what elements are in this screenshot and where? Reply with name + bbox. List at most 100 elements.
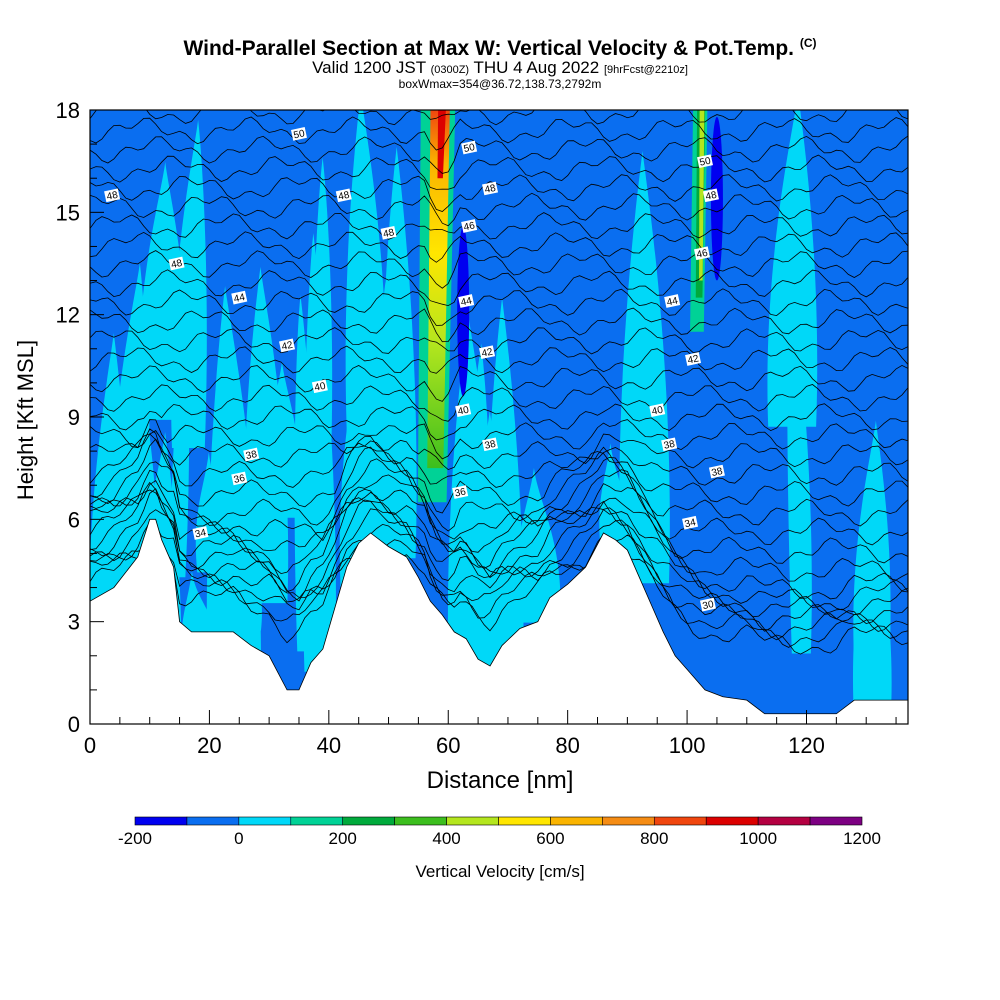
colorbar-swatch [342, 816, 395, 826]
contour-label-group: 48 [702, 188, 719, 203]
contour-label-group: 38 [482, 437, 499, 452]
contour-label-bg [702, 188, 719, 203]
isentrope-line [90, 110, 908, 126]
chart-title-text: Wind-Parallel Section at Max W: Vertical… [183, 37, 794, 60]
isentrope-line [90, 456, 908, 546]
y-tick-label: 9 [68, 405, 80, 430]
colorbar-swatch [550, 816, 603, 826]
updraft-peak [437, 110, 446, 179]
updraft-band [171, 119, 207, 449]
updraft-band [787, 267, 812, 654]
isentrope-line [90, 403, 908, 441]
contour-label-group: 40 [455, 403, 472, 418]
updraft-band [852, 496, 892, 722]
updraft-band [767, 110, 818, 427]
contour-label: 40 [313, 381, 327, 394]
contour-label: 42 [281, 340, 295, 353]
isentrope-line [90, 269, 908, 307]
contour-label-bg [243, 447, 260, 462]
valid-prefix: Valid 1200 JST [312, 58, 426, 77]
isentrope-line [90, 116, 908, 151]
contour-label: 46 [463, 220, 477, 233]
contour-label-group: 38 [243, 447, 260, 462]
x-axis-label: Distance [nm] [426, 767, 574, 794]
contour-label-group: 50 [697, 154, 713, 169]
chart-title: Wind-Parallel Section at Max W: Vertical… [0, 36, 1000, 61]
updraft-band [619, 151, 670, 584]
contour-label-bg [482, 181, 499, 196]
contour-label-bg [290, 127, 307, 141]
contour-label-bg [455, 403, 472, 418]
colorbar-tick-label: 1200 [843, 829, 881, 848]
colorbar-tick-label: 1000 [739, 829, 777, 848]
updraft-band [294, 295, 317, 652]
contour-label-bg [279, 338, 296, 353]
isentrope-line [90, 430, 908, 471]
colorbar-tick-label: -200 [118, 829, 152, 848]
colorbar-swatch [290, 816, 344, 826]
contour-label-group: 50 [290, 127, 307, 141]
contour-label-group: 48 [168, 256, 185, 271]
contour-label: 40 [457, 405, 471, 418]
updraft-band [243, 266, 289, 604]
contour-label-bg [694, 246, 710, 261]
contour-label-bg [664, 294, 681, 308]
contour-label-group: 46 [694, 246, 710, 261]
valid-utc: (0300Z) [430, 64, 470, 76]
y-tick-label: 3 [68, 610, 80, 635]
colorbar-swatch [653, 816, 707, 826]
isentrope-line [90, 307, 908, 343]
contour-label: 48 [484, 183, 498, 196]
contour-label-bg [482, 437, 499, 452]
y-tick-label: 0 [68, 712, 80, 737]
contour-label-bg [231, 290, 248, 305]
x-tick-label: 80 [555, 733, 579, 758]
contour-label-bg [699, 597, 716, 612]
contour-label-bg [697, 154, 713, 169]
isentrope-line [90, 428, 908, 514]
contour-label-group: 34 [192, 526, 209, 540]
isentrope-line [90, 364, 908, 402]
updraft-peak [699, 110, 705, 281]
contour-label-bg [311, 379, 328, 394]
contour-label: 38 [484, 439, 498, 452]
updraft-band [222, 518, 262, 631]
contour-label-group: 44 [231, 290, 248, 305]
colorbar-tick-label: 0 [234, 829, 243, 848]
contour-label-bg [708, 464, 725, 479]
colorbar-tick-label: 800 [640, 829, 668, 848]
contour-label-group: 48 [482, 181, 499, 196]
colorbar-swatch [602, 816, 655, 826]
contour-label: 36 [233, 473, 247, 486]
colorbar-swatch [809, 816, 863, 826]
isentrope-line [90, 345, 908, 374]
colorbar-tick-label: 200 [329, 829, 357, 848]
isentrope-line [90, 507, 908, 632]
copyright-mark: (C) [799, 36, 817, 50]
contour-label: 42 [687, 353, 701, 366]
isentrope-line [90, 419, 908, 460]
isentrope-line [90, 231, 908, 263]
contour-label-group: 48 [335, 188, 352, 203]
isentrope-line [90, 327, 908, 355]
isentrope-line [90, 489, 908, 600]
contour-label: 42 [481, 347, 495, 360]
contour-label-group: 40 [311, 379, 328, 394]
x-tick-label: 20 [197, 733, 221, 758]
contour-label-group: 42 [279, 338, 296, 353]
contour-label-group: 48 [104, 188, 121, 203]
contour-label: 40 [651, 405, 665, 418]
box-info: boxWmax=354@36.72,138.73,2792m [398, 77, 602, 91]
contour-label-bg [168, 256, 185, 271]
colorbar-tick-label: 600 [536, 829, 564, 848]
contour-label: 50 [699, 156, 713, 169]
x-tick-label: 120 [788, 733, 825, 758]
contour-label-group: 30 [699, 597, 716, 612]
contour-label-bg [685, 352, 702, 366]
contour-label-group: 38 [661, 437, 678, 452]
contour-label: 48 [705, 190, 719, 203]
updraft-band [514, 467, 561, 623]
isentrope-line [90, 481, 908, 611]
contour-label: 38 [711, 466, 725, 479]
